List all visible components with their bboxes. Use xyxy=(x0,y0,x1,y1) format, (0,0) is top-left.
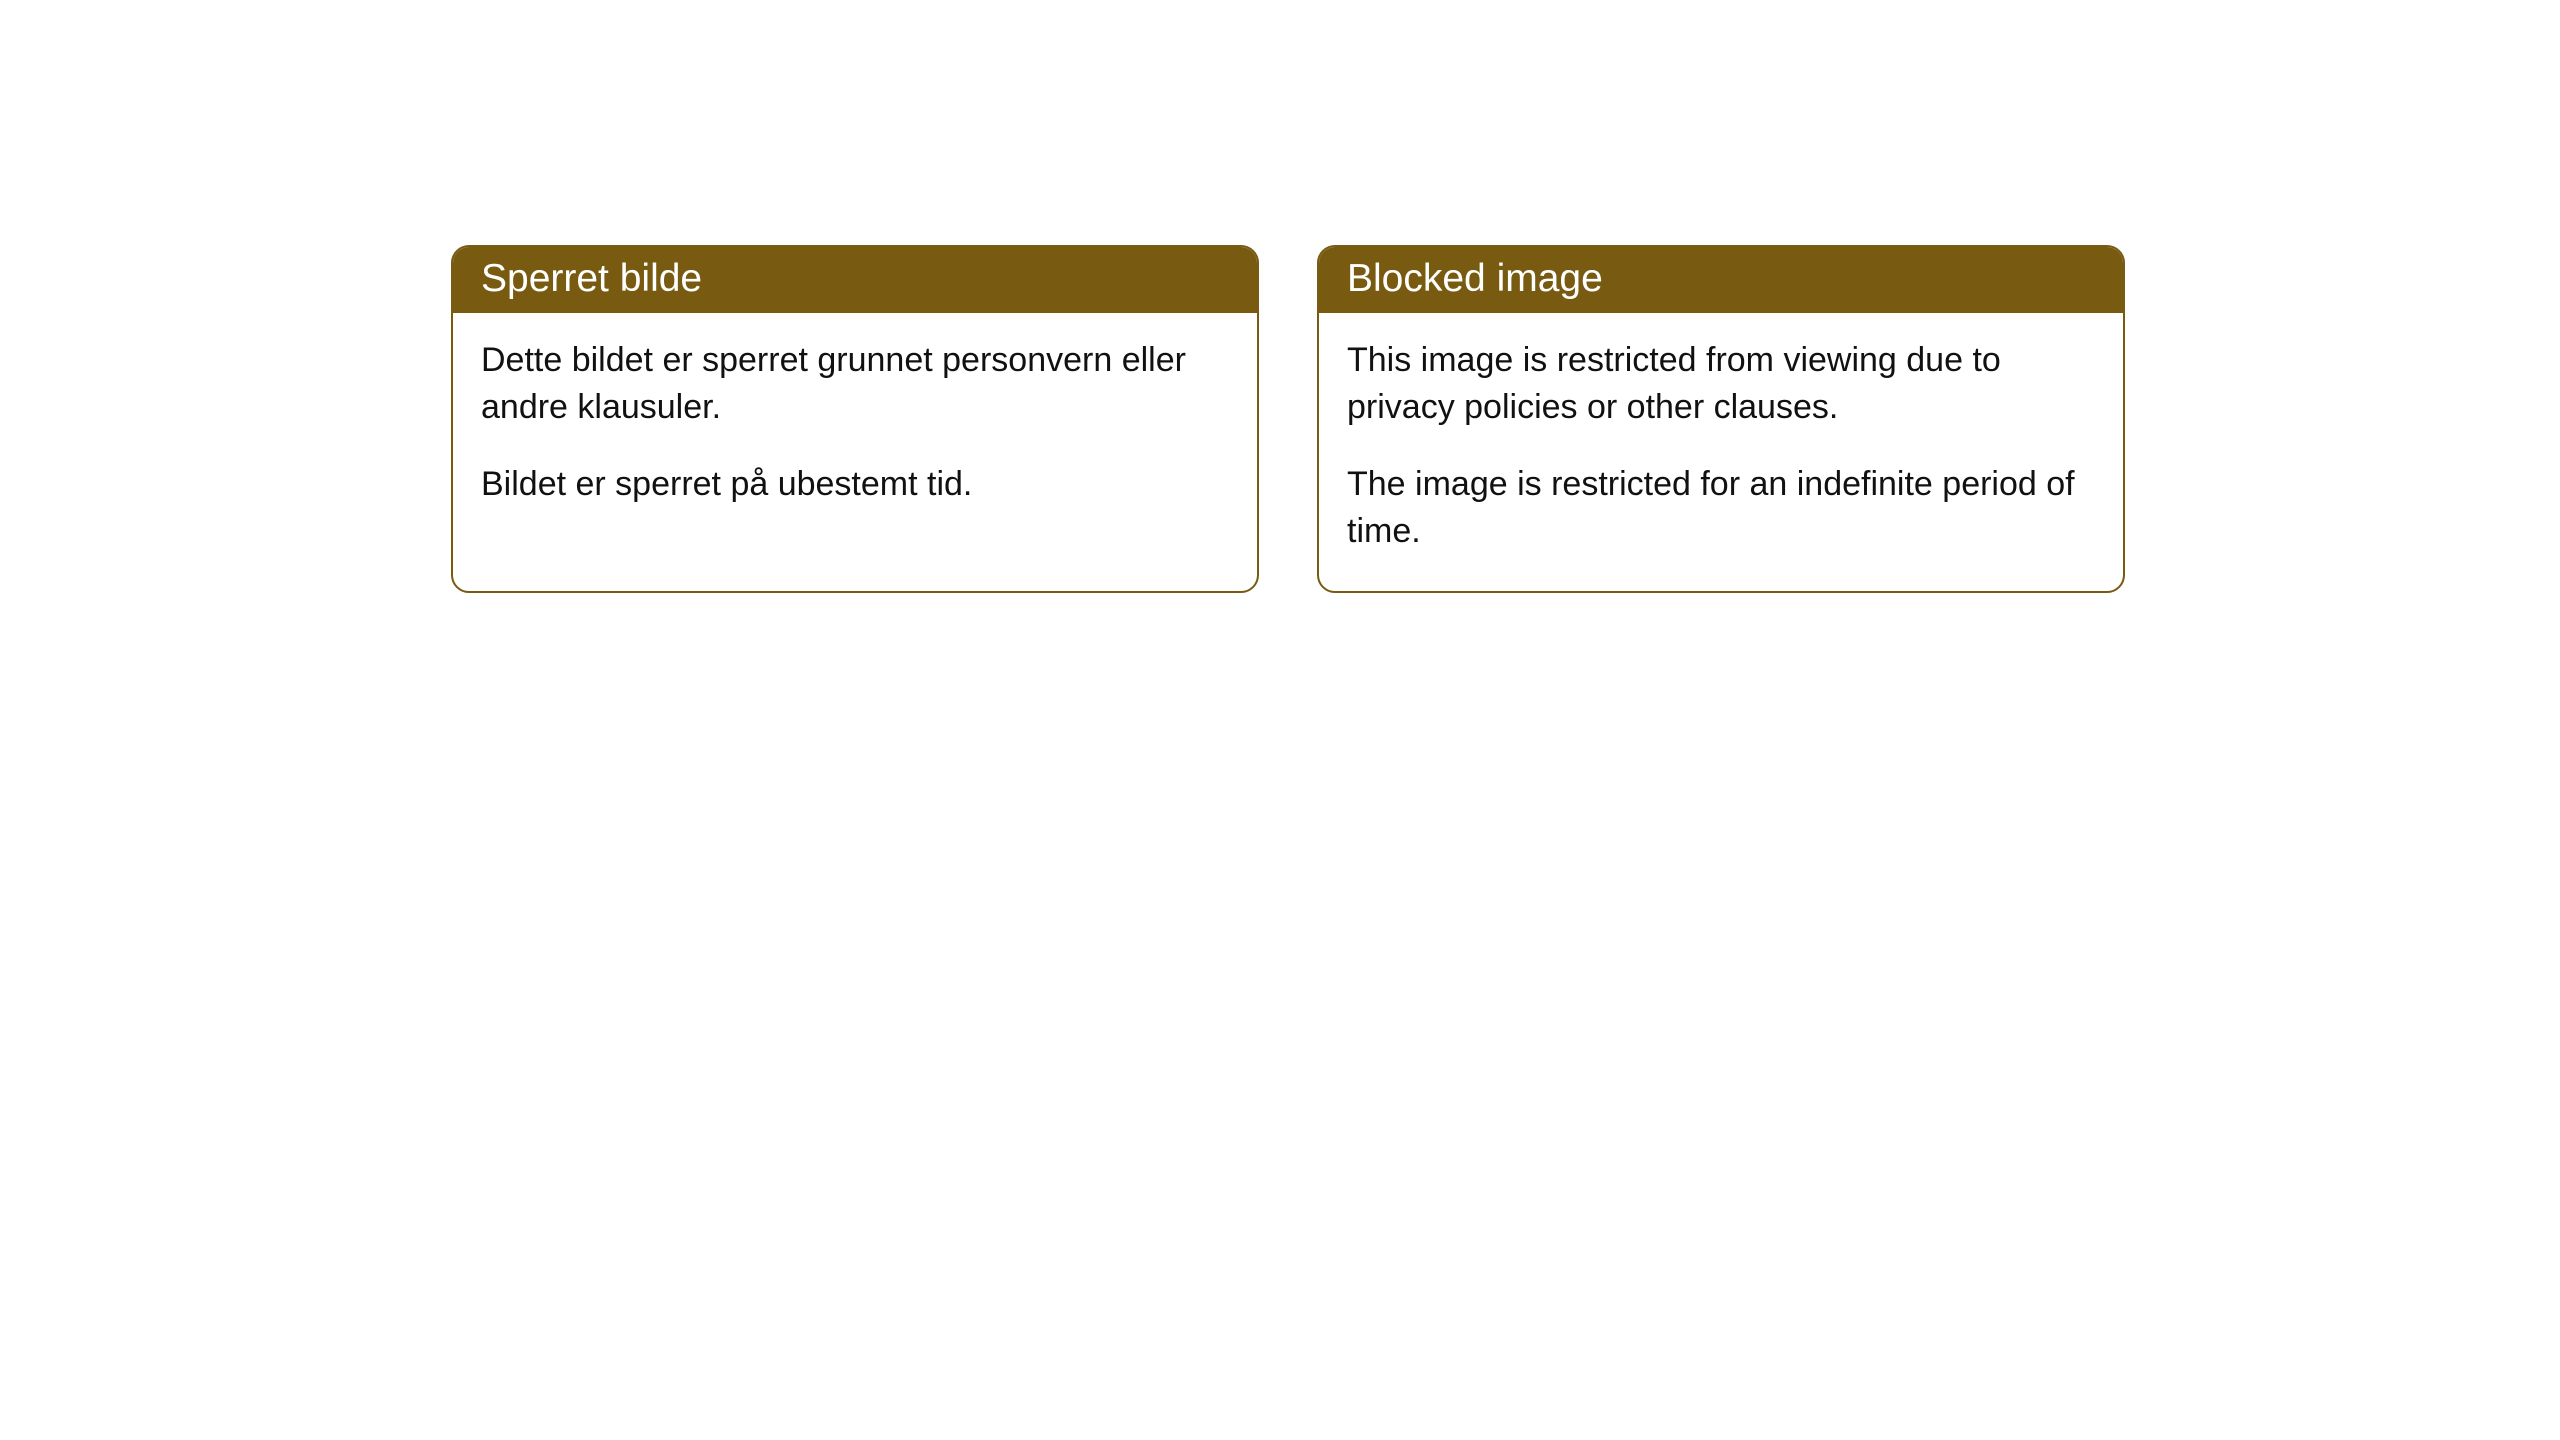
card-paragraph: Dette bildet er sperret grunnet personve… xyxy=(481,337,1229,431)
card-body-norwegian: Dette bildet er sperret grunnet personve… xyxy=(453,313,1257,544)
blocked-image-card-english: Blocked image This image is restricted f… xyxy=(1317,245,2125,593)
card-paragraph: This image is restricted from viewing du… xyxy=(1347,337,2095,431)
card-paragraph: The image is restricted for an indefinit… xyxy=(1347,461,2095,555)
card-header-norwegian: Sperret bilde xyxy=(453,247,1257,313)
cards-container: Sperret bilde Dette bildet er sperret gr… xyxy=(0,0,2560,593)
blocked-image-card-norwegian: Sperret bilde Dette bildet er sperret gr… xyxy=(451,245,1259,593)
card-body-english: This image is restricted from viewing du… xyxy=(1319,313,2123,591)
card-paragraph: Bildet er sperret på ubestemt tid. xyxy=(481,461,1229,508)
card-header-english: Blocked image xyxy=(1319,247,2123,313)
